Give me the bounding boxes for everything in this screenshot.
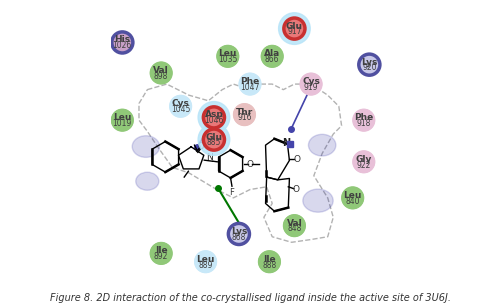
Circle shape xyxy=(234,104,255,125)
Circle shape xyxy=(359,54,380,75)
Circle shape xyxy=(195,251,216,272)
Text: F: F xyxy=(230,188,234,197)
Text: 1019: 1019 xyxy=(112,119,132,128)
Circle shape xyxy=(278,13,310,45)
Ellipse shape xyxy=(303,189,333,212)
Circle shape xyxy=(240,74,260,95)
Text: Phe: Phe xyxy=(240,77,260,86)
Text: Leu: Leu xyxy=(218,49,237,58)
Circle shape xyxy=(112,32,133,53)
Circle shape xyxy=(342,187,363,208)
Ellipse shape xyxy=(136,172,159,190)
Circle shape xyxy=(112,109,133,131)
Text: 916: 916 xyxy=(237,113,252,122)
Text: Ile: Ile xyxy=(155,246,168,255)
Text: Leu: Leu xyxy=(113,113,132,122)
Circle shape xyxy=(259,251,280,272)
Text: 840: 840 xyxy=(346,197,360,206)
Circle shape xyxy=(228,224,250,245)
Text: 848: 848 xyxy=(287,224,302,233)
Text: 1045: 1045 xyxy=(171,105,190,114)
Text: Glu: Glu xyxy=(286,22,303,30)
Text: 1026: 1026 xyxy=(112,41,132,50)
Text: 892: 892 xyxy=(154,252,168,261)
Text: O: O xyxy=(292,185,300,194)
Text: Ile: Ile xyxy=(263,255,276,264)
Circle shape xyxy=(217,46,238,67)
Text: Glu: Glu xyxy=(206,133,222,142)
Circle shape xyxy=(170,96,191,117)
Text: 1047: 1047 xyxy=(240,83,260,92)
Text: Lys: Lys xyxy=(361,58,378,67)
Ellipse shape xyxy=(308,134,336,156)
Circle shape xyxy=(284,18,305,39)
Text: 898: 898 xyxy=(154,72,168,81)
Text: Cys: Cys xyxy=(172,99,190,108)
Text: O: O xyxy=(246,160,254,169)
Text: 866: 866 xyxy=(265,55,280,64)
Text: 920: 920 xyxy=(362,63,376,73)
Circle shape xyxy=(198,102,230,133)
Text: N: N xyxy=(282,138,290,148)
Text: Cys: Cys xyxy=(302,77,320,86)
Text: Thr: Thr xyxy=(236,108,253,117)
Text: His: His xyxy=(114,35,130,45)
Text: N: N xyxy=(206,153,212,162)
Text: Val: Val xyxy=(154,66,169,75)
Text: Phe: Phe xyxy=(354,113,374,122)
Text: 868: 868 xyxy=(232,233,246,242)
Text: Leu: Leu xyxy=(196,255,215,264)
Text: Figure 8. 2D interaction of the co-crystallised ligand inside the active site of: Figure 8. 2D interaction of the co-cryst… xyxy=(50,293,450,303)
Circle shape xyxy=(353,109,374,131)
Circle shape xyxy=(284,215,305,236)
Text: Ala: Ala xyxy=(264,49,280,58)
Circle shape xyxy=(150,63,172,84)
Text: 885: 885 xyxy=(206,138,221,147)
Text: Asp: Asp xyxy=(204,110,224,119)
Text: Leu: Leu xyxy=(344,191,362,200)
Text: 917: 917 xyxy=(287,27,302,36)
Circle shape xyxy=(300,74,322,95)
Text: Lys: Lys xyxy=(230,227,247,236)
Circle shape xyxy=(150,243,172,264)
Text: 919: 919 xyxy=(304,83,318,92)
Text: O: O xyxy=(198,142,204,151)
Text: O: O xyxy=(293,155,300,163)
Text: 1046: 1046 xyxy=(204,116,224,125)
Text: Gly: Gly xyxy=(356,155,372,164)
Circle shape xyxy=(198,124,230,156)
Text: 922: 922 xyxy=(356,161,371,170)
Circle shape xyxy=(353,151,374,172)
Text: 918: 918 xyxy=(356,119,371,128)
Text: 889: 889 xyxy=(198,260,213,270)
Circle shape xyxy=(262,46,283,67)
Text: 1035: 1035 xyxy=(218,55,238,64)
Ellipse shape xyxy=(132,136,160,157)
Text: 888: 888 xyxy=(262,260,276,270)
Circle shape xyxy=(204,107,225,128)
Circle shape xyxy=(204,129,225,150)
Text: Val: Val xyxy=(286,219,302,228)
